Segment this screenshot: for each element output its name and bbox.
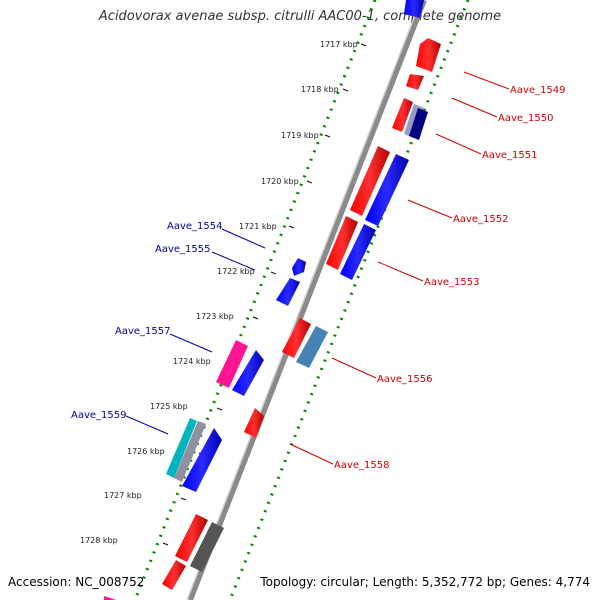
tick-label-1728: 1728 kbp (80, 536, 118, 545)
label-aave-1557[interactable]: Aave_1557 (115, 326, 171, 337)
gene-1552-blue[interactable] (365, 154, 409, 226)
leader-lines-right (289, 71, 510, 465)
tick-label-1727: 1727 kbp (104, 491, 142, 500)
gene-1551[interactable] (409, 108, 428, 140)
label-aave-1556[interactable]: Aave_1556 (377, 374, 433, 385)
tick-label-1719: 1719 kbp (281, 131, 319, 140)
gene-1559-cyan[interactable] (166, 418, 197, 478)
gene-top-blue[interactable] (404, 0, 424, 18)
gene-1560-red[interactable] (175, 514, 208, 562)
label-aave-1554[interactable]: Aave_1554 (167, 221, 223, 232)
reverse-genes (104, 258, 306, 600)
label-aave-1553[interactable]: Aave_1553 (424, 277, 480, 288)
gene-1552-red[interactable] (350, 146, 390, 216)
gene-1554[interactable] (292, 258, 306, 276)
topology-text: Topology: circular; Length: 5,352,772 bp… (260, 575, 590, 589)
gene-1556-steel[interactable] (296, 326, 328, 368)
tick-label-1721: 1721 kbp (239, 222, 277, 231)
map-title: Acidovorax avenae subsp. citrulli AAC00-… (98, 9, 502, 24)
label-aave-1551[interactable]: Aave_1551 (482, 150, 538, 161)
inner-dotted-ring (228, 0, 470, 600)
gene-1560-gray[interactable] (190, 522, 224, 572)
tick-label-1720: 1720 kbp (261, 177, 299, 186)
gene-1558[interactable] (244, 408, 264, 438)
label-aave-1558[interactable]: Aave_1558 (334, 460, 390, 471)
outer-dotted-ring (133, 0, 377, 600)
gene-1556-red[interactable] (282, 318, 311, 358)
accession-text: Accession: NC_008752 (8, 575, 145, 589)
gene-1553-red[interactable] (326, 216, 358, 270)
tick-label-1717: 1717 kbp (320, 40, 358, 49)
gene-1557-pink[interactable] (216, 340, 248, 388)
backbone-highlight (186, 0, 422, 600)
label-aave-1555[interactable]: Aave_1555 (155, 244, 211, 255)
gene-1561[interactable] (162, 560, 186, 590)
gene-1550[interactable] (392, 98, 413, 132)
label-aave-1549[interactable]: Aave_1549 (510, 85, 566, 96)
gene-1559-blue[interactable] (182, 428, 222, 492)
leader-lines-left (125, 228, 266, 435)
forward-genes (162, 0, 441, 590)
gene-1553-blue[interactable] (340, 224, 376, 280)
tick-label-1723: 1723 kbp (196, 312, 234, 321)
label-aave-1559[interactable]: Aave_1559 (71, 410, 127, 421)
tick-label-1724: 1724 kbp (173, 357, 211, 366)
gene-1549[interactable] (416, 38, 441, 72)
gene-1549b[interactable] (406, 74, 424, 90)
tick-label-1722: 1722 kbp (217, 267, 255, 276)
tick-label-1718: 1718 kbp (301, 85, 339, 94)
gene-1557-blue[interactable] (232, 350, 264, 396)
gene-1555[interactable] (276, 278, 300, 306)
tick-label-1725: 1725 kbp (150, 402, 188, 411)
gene-bottom-pink[interactable] (104, 596, 116, 600)
label-aave-1552[interactable]: Aave_1552 (453, 214, 509, 225)
gene-1559-gray[interactable] (174, 421, 206, 482)
tick-label-1726: 1726 kbp (127, 447, 165, 456)
label-aave-1550[interactable]: Aave_1550 (498, 113, 554, 124)
backbone-ring (187, 0, 427, 600)
